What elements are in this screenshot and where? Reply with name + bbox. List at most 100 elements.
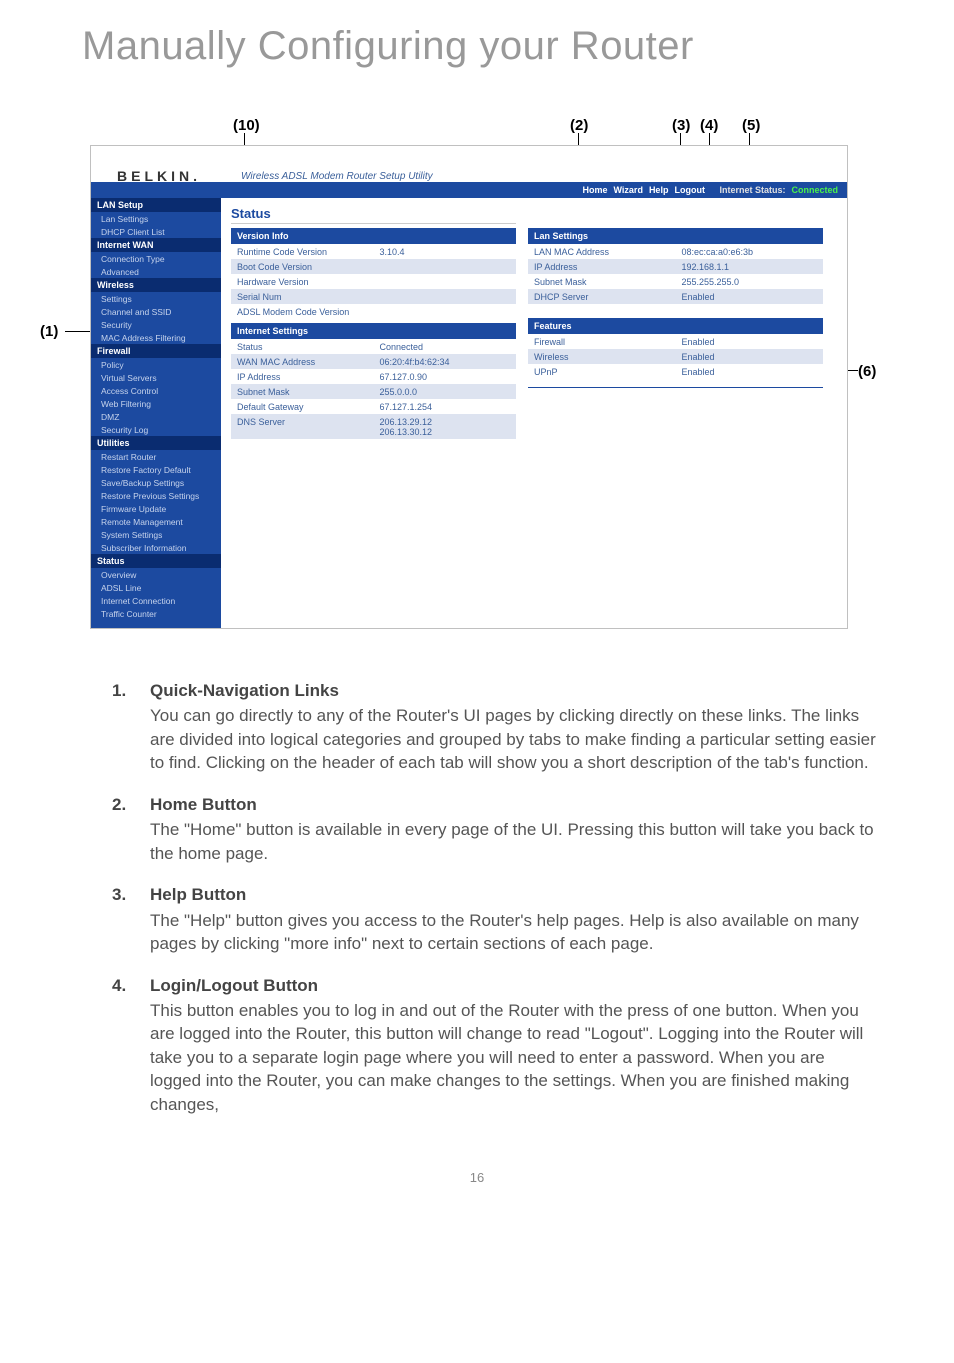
sidebar-item-access[interactable]: Access Control [91, 384, 221, 397]
sidebar-item-conn-type[interactable]: Connection Type [91, 252, 221, 265]
router-subtitle: Wireless ADSL Modem Router Setup Utility [241, 171, 433, 182]
sidebar-item-mac-filter[interactable]: MAC Address Filtering [91, 331, 221, 344]
row-val: Connected [374, 339, 517, 354]
sidebar-item-dmz[interactable]: DMZ [91, 410, 221, 423]
row-key: Hardware Version [231, 274, 374, 289]
sidebar-section-utilities[interactable]: Utilities [91, 436, 221, 450]
row-status: StatusConnected [231, 339, 516, 354]
row-key: Default Gateway [231, 399, 374, 414]
header-links-bar: Home Wizard Help Logout Internet Status:… [91, 182, 847, 198]
sidebar-item-virtual[interactable]: Virtual Servers [91, 371, 221, 384]
row-key: Firewall [528, 334, 676, 349]
section-4: Login/Logout Button This button enables … [112, 974, 876, 1117]
row-val: 192.168.1.1 [676, 259, 824, 274]
row-val: 06:20:4f:b4:62:34 [374, 354, 517, 369]
row-lanmac: LAN MAC Address08:ec:ca:a0:e6:3b [528, 244, 823, 259]
row-key: Runtime Code Version [231, 244, 374, 259]
callout-4: (4) [700, 117, 718, 134]
row-key: WAN MAC Address [231, 354, 374, 369]
callout-5: (5) [742, 117, 760, 134]
row-key: Subnet Mask [231, 384, 374, 399]
row-hardware: Hardware Version [231, 274, 516, 289]
row-val: Enabled [676, 289, 824, 304]
sidebar-item-advanced[interactable]: Advanced [91, 265, 221, 278]
sidebar-item-webfilter[interactable]: Web Filtering [91, 397, 221, 410]
sidebar-item-restart[interactable]: Restart Router [91, 450, 221, 463]
help-link[interactable]: Help [649, 185, 669, 195]
sidebar-section-wireless[interactable]: Wireless [91, 278, 221, 292]
sidebar-item-seclog[interactable]: Security Log [91, 423, 221, 436]
callout-3: (3) [672, 117, 690, 134]
row-val: 67.127.0.90 [374, 369, 517, 384]
sidebar-section-firewall[interactable]: Firewall [91, 344, 221, 358]
sidebar-item-lan-settings[interactable]: Lan Settings [91, 212, 221, 225]
callout-2: (2) [570, 117, 588, 134]
internet-settings-header: Internet Settings [231, 323, 516, 339]
sidebar-section-lan[interactable]: LAN Setup [91, 198, 221, 212]
row-wl: WirelessEnabled [528, 349, 823, 364]
sidebar-item-internet-conn[interactable]: Internet Connection [91, 594, 221, 607]
right-column: Lan Settings LAN MAC Address08:ec:ca:a0:… [528, 206, 823, 618]
section-3-body: The "Help" button gives you access to th… [150, 911, 859, 953]
sidebar-item-restore-factory[interactable]: Restore Factory Default [91, 463, 221, 476]
sidebar: LAN Setup Lan Settings DHCP Client List … [91, 198, 221, 628]
row-val: Enabled [676, 364, 824, 379]
section-3-title: Help Button [150, 883, 876, 906]
row-key: Serial Num [231, 289, 374, 304]
logout-link[interactable]: Logout [674, 185, 705, 195]
row-runtime: Runtime Code Version3.10.4 [231, 244, 516, 259]
row-val: 255.0.0.0 [374, 384, 517, 399]
section-1-body: You can go directly to any of the Router… [150, 706, 876, 772]
sidebar-item-overview[interactable]: Overview [91, 568, 221, 581]
row-key: Subnet Mask [528, 274, 676, 289]
row-val [374, 259, 517, 274]
sidebar-item-settings[interactable]: Settings [91, 292, 221, 305]
section-2-title: Home Button [150, 793, 876, 816]
row-val: 08:ec:ca:a0:e6:3b [676, 244, 824, 259]
section-1-title: Quick-Navigation Links [150, 679, 876, 702]
internet-status-label: Internet Status: [719, 185, 785, 195]
sidebar-item-firmware[interactable]: Firmware Update [91, 502, 221, 515]
section-3: Help Button The "Help" button gives you … [112, 883, 876, 955]
sidebar-item-subscriber[interactable]: Subscriber Information [91, 541, 221, 554]
sidebar-item-channel[interactable]: Channel and SSID [91, 305, 221, 318]
version-info-header: Version Info [231, 228, 516, 244]
sidebar-section-status[interactable]: Status [91, 554, 221, 568]
router-window: BELKIN. Wireless ADSL Modem Router Setup… [90, 145, 848, 629]
row-lanip: IP Address192.168.1.1 [528, 259, 823, 274]
wizard-link[interactable]: Wizard [614, 185, 643, 195]
sidebar-item-remote[interactable]: Remote Management [91, 515, 221, 528]
sidebar-item-save-backup[interactable]: Save/Backup Settings [91, 476, 221, 489]
row-val [374, 304, 517, 319]
row-dns: DNS Server206.13.29.12206.13.30.12 [231, 414, 516, 439]
sidebar-item-restore-prev[interactable]: Restore Previous Settings [91, 489, 221, 502]
row-key: DHCP Server [528, 289, 676, 304]
callout-line [65, 331, 91, 332]
home-link[interactable]: Home [583, 185, 608, 195]
section-4-body: This button enables you to log in and ou… [150, 1001, 863, 1114]
status-heading: Status [231, 206, 516, 224]
sidebar-item-dhcp-client[interactable]: DHCP Client List [91, 225, 221, 238]
sidebar-item-system[interactable]: System Settings [91, 528, 221, 541]
sidebar-item-adsl-line[interactable]: ADSL Line [91, 581, 221, 594]
callout-10: (10) [233, 117, 260, 134]
section-1: Quick-Navigation Links You can go direct… [112, 679, 876, 775]
row-key: ADSL Modem Code Version [231, 304, 374, 319]
sidebar-item-traffic[interactable]: Traffic Counter [91, 607, 221, 620]
dns-val-1: 206.13.29.12 [380, 417, 511, 427]
row-key: LAN MAC Address [528, 244, 676, 259]
row-key: Boot Code Version [231, 259, 374, 274]
sidebar-item-policy[interactable]: Policy [91, 358, 221, 371]
router-header: BELKIN. Wireless ADSL Modem Router Setup… [91, 146, 847, 198]
row-key: IP Address [231, 369, 374, 384]
left-column: Status Version Info Runtime Code Version… [231, 206, 516, 618]
row-val [374, 289, 517, 304]
sidebar-section-wan[interactable]: Internet WAN [91, 238, 221, 252]
sidebar-item-security[interactable]: Security [91, 318, 221, 331]
row-val: Enabled [676, 334, 824, 349]
dns-val-2: 206.13.30.12 [380, 427, 511, 437]
row-wanmac: WAN MAC Address06:20:4f:b4:62:34 [231, 354, 516, 369]
internet-status-value: Connected [791, 185, 838, 195]
section-2: Home Button The "Home" button is availab… [112, 793, 876, 865]
main-content: Status Version Info Runtime Code Version… [221, 198, 847, 628]
